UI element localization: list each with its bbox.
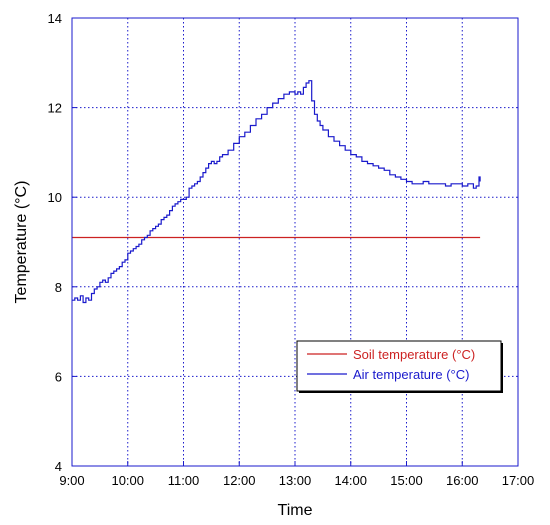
y-tick-label: 4	[55, 459, 62, 474]
x-tick-label: 10:00	[111, 473, 144, 488]
legend-box	[296, 340, 502, 392]
x-tick-label: 11:00	[168, 473, 200, 488]
axis-ticks: 9:00 10:00 11:00 12:00 13:00 14:00 15:00 16:00 1…	[48, 11, 535, 488]
y-axis-title: Temperature (°C)	[13, 181, 30, 304]
x-tick-label: 16:00	[446, 473, 479, 488]
x-axis-title: Time	[278, 502, 313, 519]
y-tick-label: 12	[48, 101, 62, 116]
x-tick-label: 15:00	[390, 473, 423, 488]
legend-label: Soil temperature (°C)	[353, 347, 475, 362]
x-tick-label: 17:00	[502, 473, 535, 488]
y-tick-label: 14	[48, 11, 62, 26]
grid-lines	[72, 18, 518, 466]
y-tick-label: 8	[55, 280, 62, 295]
y-tick-label: 6	[55, 369, 62, 384]
legend-label: Air temperature (°C)	[353, 367, 469, 382]
x-tick-label: 12:00	[223, 473, 256, 488]
x-tick-label: 9:00	[59, 473, 84, 488]
x-tick-label: 14:00	[334, 473, 367, 488]
plot-series	[72, 80, 481, 304]
series-line-1	[72, 80, 481, 304]
legend: Soil temperature (°C) Air temperature (°C…	[296, 340, 503, 393]
x-tick-label: 13:00	[279, 473, 312, 488]
y-tick-label: 10	[48, 190, 62, 205]
